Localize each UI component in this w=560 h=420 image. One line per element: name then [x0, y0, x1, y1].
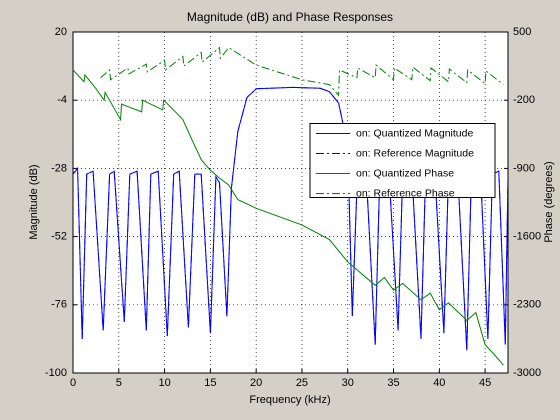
legend-label: on: Reference Magnitude	[356, 147, 474, 159]
legend-label: on: Quantized Phase	[356, 167, 454, 179]
y2-tick-label: -3000	[513, 367, 541, 379]
legend-box	[309, 123, 496, 198]
y2-tick-label: -2300	[513, 299, 541, 311]
x-tick-label: 30	[342, 377, 354, 389]
legend-label: on: Quantized Magnitude	[356, 127, 473, 139]
y2-tick-label: -200	[513, 94, 535, 106]
y-axis-label: Magnitude (dB)	[28, 164, 40, 239]
x-tick-label: 35	[387, 377, 399, 389]
plot-area	[73, 32, 508, 373]
plot-lines	[73, 46, 508, 366]
x-tick-label: 40	[433, 377, 445, 389]
y-tick-label: -52	[51, 231, 67, 243]
y2-axis-label: Phase (degrees)	[543, 161, 555, 242]
y-tick-label: -4	[57, 94, 67, 106]
x-tick-label: 25	[296, 377, 308, 389]
y2-tick-label: -900	[513, 162, 535, 174]
x-tick-label: 5	[116, 377, 122, 389]
series-line	[100, 46, 504, 97]
x-tick-label: 45	[479, 377, 491, 389]
y-tick-label: -100	[45, 367, 67, 379]
y-tick-label: -76	[51, 299, 67, 311]
y-tick-label: 20	[55, 26, 67, 38]
x-tick-label: 20	[250, 377, 262, 389]
y2-tick-label: 500	[513, 26, 531, 38]
y-tick-label: -28	[51, 162, 67, 174]
series-line	[73, 86, 508, 351]
x-tick-label: 0	[70, 377, 76, 389]
y2-tick-label: -1600	[513, 231, 541, 243]
x-tick-label: 15	[204, 377, 216, 389]
series-line	[73, 69, 504, 366]
x-tick-label: 10	[158, 377, 170, 389]
legend-label: on: Reference Phase	[356, 187, 455, 199]
x-axis-label: Frequency (kHz)	[249, 394, 330, 406]
chart-title: Magnitude (dB) and Phase Responses	[187, 10, 393, 24]
